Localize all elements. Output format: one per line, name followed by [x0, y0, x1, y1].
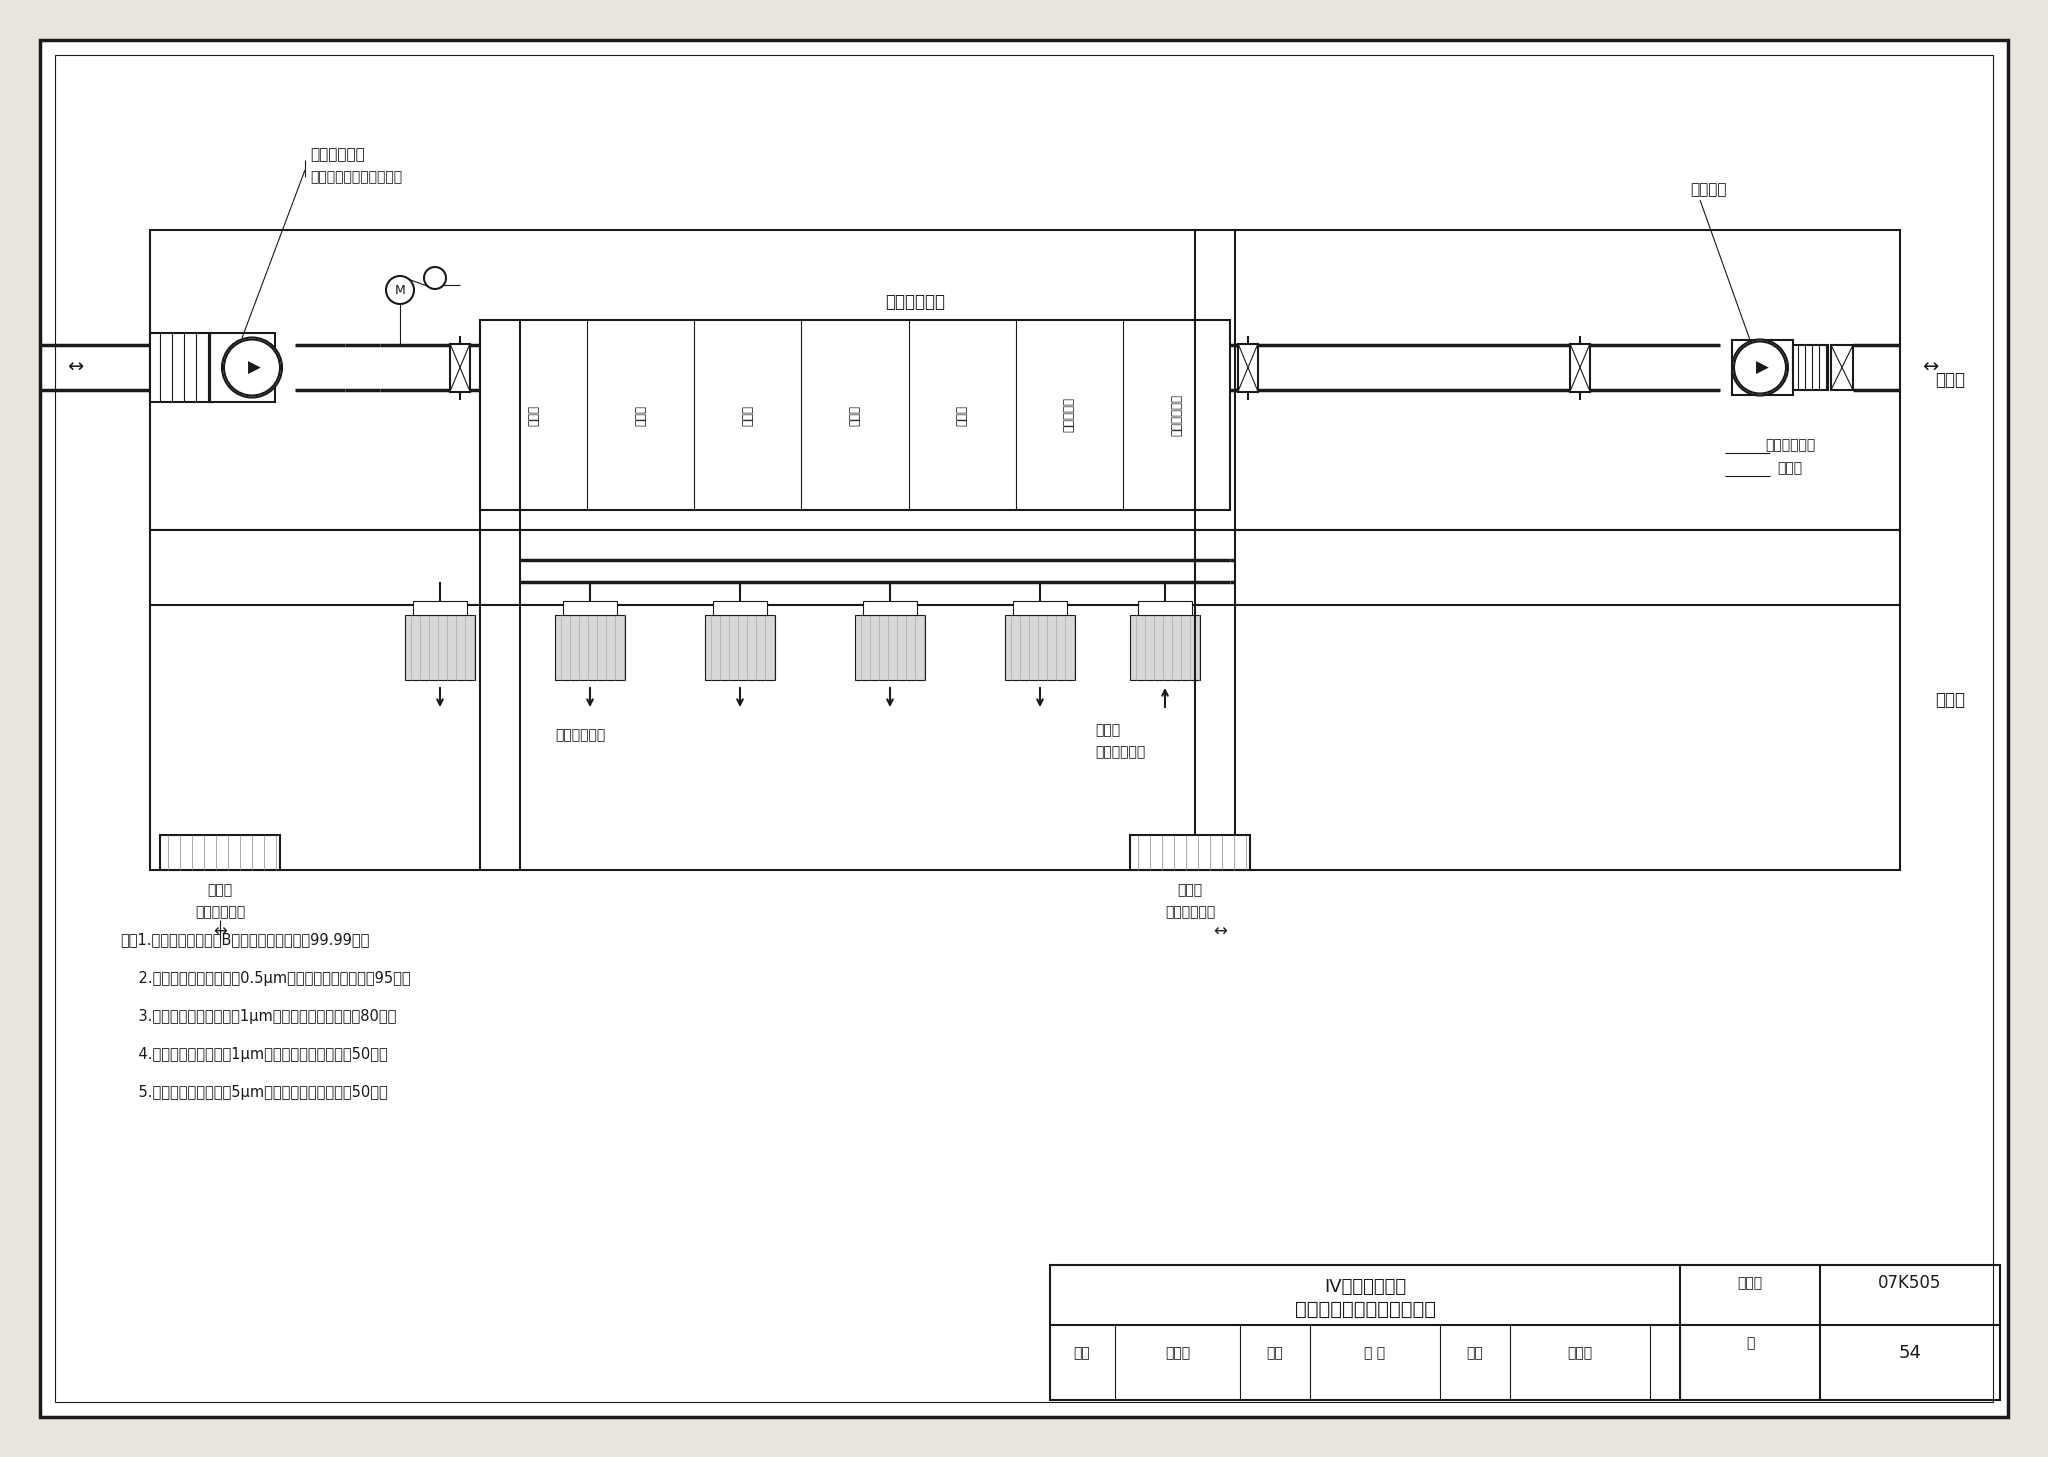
- Text: 54: 54: [1898, 1343, 1921, 1362]
- Text: 图集号: 图集号: [1737, 1276, 1763, 1289]
- Bar: [1130, 615, 1200, 680]
- Text: ↔: ↔: [1921, 358, 1937, 377]
- Text: 净化进风机组: 净化进风机组: [309, 147, 365, 163]
- Text: 净化空调及排风系统流程图: 净化空调及排风系统流程图: [1294, 1300, 1436, 1319]
- Text: 2.亚高效过滤器效率：＞0.5μm大气尘计数效率不低于95％。: 2.亚高效过滤器效率：＞0.5μm大气尘计数效率不低于95％。: [121, 970, 412, 985]
- Text: 混合段: 混合段: [526, 405, 541, 425]
- Circle shape: [1733, 339, 1788, 395]
- Text: ↔: ↔: [68, 358, 84, 377]
- Bar: [1139, 600, 1192, 615]
- Bar: [1006, 615, 1075, 680]
- Bar: [1792, 345, 1829, 390]
- Bar: [862, 600, 918, 615]
- Text: 回风口: 回风口: [1178, 883, 1202, 898]
- Circle shape: [424, 267, 446, 288]
- Text: 亚高效送风口: 亚高效送风口: [555, 728, 604, 742]
- Bar: [160, 835, 281, 870]
- Bar: [1014, 600, 1067, 615]
- Bar: [1130, 835, 1249, 870]
- Text: 配中效过滤器: 配中效过滤器: [1096, 745, 1145, 759]
- Text: 5.粗效过滤器效率：＞5μm大气尘计数效率不低于50％。: 5.粗效过滤器效率：＞5μm大气尘计数效率不低于50％。: [121, 1084, 387, 1100]
- Text: 袁白妹: 袁白妹: [1567, 1346, 1593, 1359]
- Text: 中效段: 中效段: [741, 405, 754, 425]
- Circle shape: [385, 275, 414, 305]
- Text: 配中效过滤器: 配中效过滤器: [195, 905, 246, 919]
- Bar: [1051, 1265, 2001, 1400]
- Text: 黄 中: 黄 中: [1364, 1346, 1386, 1359]
- Text: 表冷段: 表冷段: [956, 405, 969, 425]
- Bar: [150, 530, 1901, 870]
- Circle shape: [1735, 341, 1786, 393]
- Text: ↔: ↔: [213, 922, 227, 941]
- Bar: [713, 600, 768, 615]
- Bar: [563, 600, 616, 615]
- Bar: [1571, 344, 1589, 392]
- Bar: [414, 600, 467, 615]
- Circle shape: [223, 339, 281, 395]
- Circle shape: [1735, 341, 1786, 393]
- Text: 注：1.高效过滤器效率：B类钓盐法效率不低于99.99％。: 注：1.高效过滤器效率：B类钓盐法效率不低于99.99％。: [121, 932, 369, 947]
- Text: 配中效过滤器: 配中效过滤器: [1165, 905, 1214, 919]
- Text: 设计: 设计: [1466, 1346, 1483, 1359]
- Bar: [1237, 344, 1257, 392]
- Text: 4.中效过滤器效率：＞1μm刧气尘计数效率不低于50％。: 4.中效过滤器效率：＞1μm刧气尘计数效率不低于50％。: [121, 1046, 387, 1062]
- Text: 高中效过滤器: 高中效过滤器: [1765, 439, 1815, 452]
- Bar: [854, 615, 926, 680]
- Text: 电热加湿段: 电热加湿段: [1063, 398, 1075, 433]
- Text: ↔: ↔: [1212, 922, 1227, 941]
- Text: 设备层: 设备层: [1935, 372, 1964, 389]
- Text: 排风口: 排风口: [1096, 723, 1120, 737]
- Text: （电）再热段: （电）再热段: [1169, 393, 1184, 436]
- Text: 林向阳: 林向阳: [1165, 1346, 1190, 1359]
- Text: 校对: 校对: [1266, 1346, 1284, 1359]
- Text: 页: 页: [1745, 1336, 1755, 1351]
- Text: 止回阀: 止回阀: [1778, 460, 1802, 475]
- Text: 3.高中效过滤器效率：＞1μm大气尘计数效率不低于80％。: 3.高中效过滤器效率：＞1μm大气尘计数效率不低于80％。: [121, 1008, 397, 1023]
- Bar: [1733, 339, 1792, 395]
- Bar: [211, 334, 274, 402]
- Text: 配粗、中、亚高效过滤器: 配粗、中、亚高效过滤器: [309, 170, 401, 184]
- Text: 回风口: 回风口: [207, 883, 233, 898]
- Bar: [479, 321, 1231, 510]
- Bar: [150, 230, 1901, 530]
- Bar: [1831, 345, 1853, 390]
- Text: 加热段: 加热段: [848, 405, 862, 425]
- Text: 排风机组: 排风机组: [1690, 182, 1726, 198]
- Text: ▶: ▶: [1755, 358, 1767, 376]
- Circle shape: [221, 338, 283, 398]
- Text: M: M: [395, 284, 406, 297]
- Bar: [150, 334, 211, 402]
- Text: 手术层: 手术层: [1935, 691, 1964, 710]
- Text: 风机段: 风机段: [635, 405, 647, 425]
- Bar: [406, 615, 475, 680]
- Bar: [451, 344, 469, 392]
- Text: IV级清洁辅助区: IV级清洁辅助区: [1323, 1278, 1407, 1295]
- Text: 审核: 审核: [1073, 1346, 1090, 1359]
- Bar: [555, 615, 625, 680]
- Text: 07K505: 07K505: [1878, 1273, 1942, 1292]
- Circle shape: [223, 339, 281, 395]
- Bar: [705, 615, 774, 680]
- Text: 净化空调机组: 净化空调机组: [885, 293, 944, 310]
- Text: ▶: ▶: [248, 358, 260, 376]
